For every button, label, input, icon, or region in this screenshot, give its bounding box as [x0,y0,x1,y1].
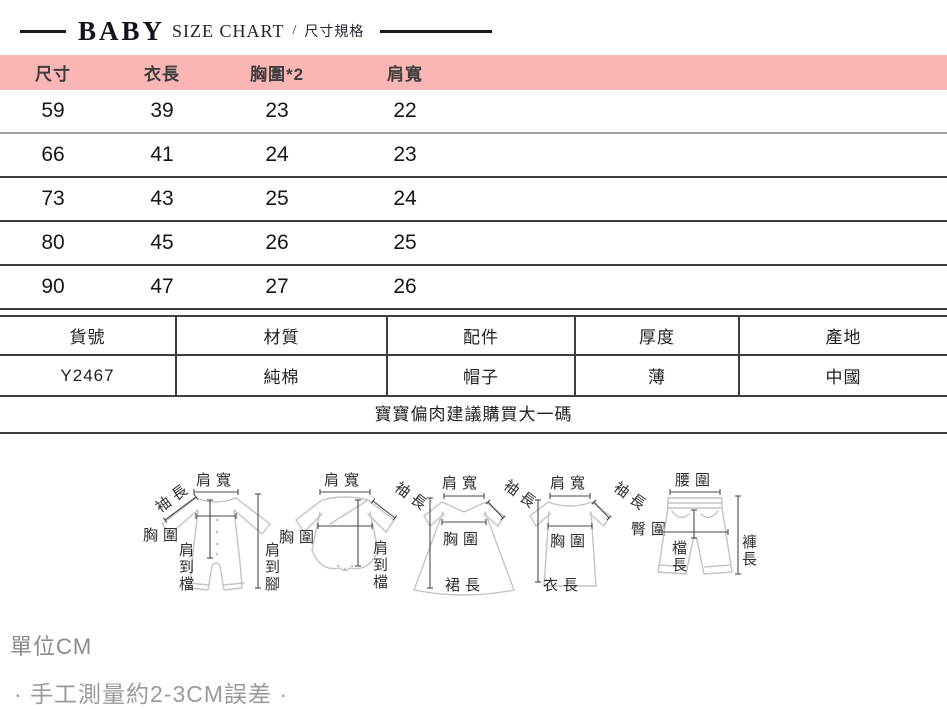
cell-size: 80 [0,221,106,266]
table-row: 80 45 26 25 [0,221,947,266]
cell-shoulder: 24 [336,177,474,222]
title-separator: / [292,23,297,38]
thickness-value: 薄 [574,355,739,397]
material-value: 純棉 [175,355,387,397]
shoulder-col-header: 肩寬 [336,55,474,90]
dress-diagram: 肩寬 袖長 胸圍 裙長 [413,474,543,596]
cell-filler [474,133,947,178]
cell-chest: 24 [218,133,336,178]
bodysuit-shoulder-label: 肩寬 [324,471,364,489]
pants-crotch-length-label: 檔長 [670,540,688,574]
title-rule-left [20,29,66,33]
cell-chest: 25 [218,177,336,222]
cell-filler [474,90,947,134]
cell-shoulder: 22 [336,90,474,134]
product-info-table: 貨號 材質 配件 厚度 產地 Y2467 純棉 帽子 薄 中國 [0,315,947,397]
cell-length: 43 [106,177,218,222]
top-shoulder-label: 肩寬 [550,474,590,492]
table-row: 73 43 25 24 [0,177,947,222]
hip-label: 臀圍 [631,520,671,538]
bodysuit-diagram: 肩寬 袖長 胸圍 肩到檔 [279,471,434,591]
cell-length: 39 [106,90,218,134]
title-rule-right [380,29,493,33]
bodysuit-shoulder-to-crotch-label: 肩到檔 [371,540,389,591]
info-header-row: 貨號 材質 配件 厚度 產地 [0,316,947,356]
measurement-diagrams: 肩寬 袖長 胸圍 肩到檔 肩到腳 肩寬 袖長 胸圍 肩到檔 肩寬 袖長 胸圍 裙… [143,471,758,596]
dress-skirt-length-label: 裙長 [445,576,485,594]
origin-value: 中國 [738,355,947,397]
size-table: 尺寸 衣長 胸圍*2 肩寬 59 39 23 22 66 41 24 23 73… [0,55,947,310]
top-length-label: 衣長 [543,576,583,594]
table-row: 59 39 23 22 [0,90,947,134]
chest-col-header: 胸圍*2 [218,55,336,90]
thickness-header: 厚度 [574,316,739,356]
romper-shoulder-to-crotch-label: 肩到檔 [177,542,195,593]
unit-note: 單位CM [10,634,93,659]
cell-chest: 23 [218,90,336,134]
dress-sleeve-label: 袖長 [500,476,543,514]
top-sleeve-label: 袖長 [610,478,653,516]
cell-size: 66 [0,133,106,178]
item-no-header: 貨號 [0,316,176,356]
accessory-value: 帽子 [386,355,575,397]
size-table-header-row: 尺寸 衣長 胸圍*2 肩寬 [0,55,947,90]
length-col-header: 衣長 [106,55,218,90]
origin-header: 產地 [738,316,947,356]
romper-shoulder-to-foot-label: 肩到腳 [263,542,281,593]
cell-length: 47 [106,265,218,310]
title-subtitle: SIZE CHART [172,20,285,41]
top-diagram: 肩寬 袖長 胸圍 衣長 臀圍 [529,474,671,594]
tolerance-note: · 手工測量約2-3CM誤差 · [14,681,289,707]
romper-shoulder-label: 肩寬 [196,471,236,489]
bodysuit-sleeve-label: 袖長 [391,478,434,516]
top-chest-label: 胸圍 [550,532,590,550]
bodysuit-chest-label: 胸圍 [279,528,319,546]
dress-shoulder-label: 肩寬 [442,474,482,492]
cell-filler [474,221,947,266]
accessory-header: 配件 [386,316,575,356]
info-value-row: Y2467 純棉 帽子 薄 中國 [0,355,947,397]
pants-length-label: 褲長 [740,534,758,568]
pants-diagram: 腰圍 檔長 褲長 [657,471,758,575]
table-row: 66 41 24 23 [0,133,947,178]
dress-chest-label: 胸圍 [443,530,483,548]
cell-shoulder: 26 [336,265,474,310]
cell-length: 45 [106,221,218,266]
table-row: 90 47 27 26 [0,265,947,310]
cell-filler [474,177,947,222]
cell-filler [474,265,947,310]
cell-chest: 27 [218,265,336,310]
cell-size: 90 [0,265,106,310]
romper-diagram: 肩寬 袖長 胸圍 肩到檔 肩到腳 [143,471,281,593]
filler-col-header [474,55,947,90]
sizing-note: 寶寶偏肉建議購買大一碼 [0,397,947,434]
cell-size: 59 [0,90,106,134]
title-bar: BABY SIZE CHART / 尺寸規格 [20,0,947,46]
cell-shoulder: 23 [336,133,474,178]
brand-title: BABY [78,15,166,46]
romper-chest-label: 胸圍 [143,526,183,544]
title-subtitle-zh: 尺寸規格 [304,25,365,40]
material-header: 材質 [175,316,387,356]
cell-shoulder: 25 [336,221,474,266]
item-no-value: Y2467 [0,355,176,397]
pants-waist-label: 腰圍 [675,471,715,489]
cell-size: 73 [0,177,106,222]
size-col-header: 尺寸 [0,55,106,90]
cell-length: 41 [106,133,218,178]
cell-chest: 26 [218,221,336,266]
romper-sleeve-label: 袖長 [152,478,195,516]
